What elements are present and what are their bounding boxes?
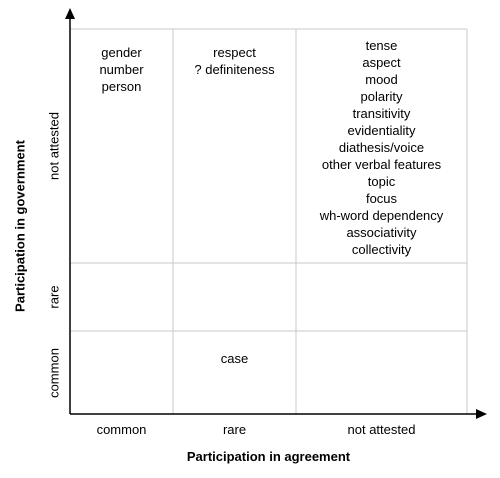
cell-gov-common-agr-rare: case (173, 350, 296, 367)
x-axis-label: Participation in agreement (186, 449, 351, 464)
grid (70, 28, 468, 414)
cell-item: case (220, 351, 249, 366)
cell-item: person (101, 79, 142, 94)
cell-gov-not-attested-agr-common: gender number person (70, 44, 173, 95)
cell-item: associativity (346, 225, 417, 240)
cell-item: ? definiteness (194, 62, 275, 77)
cell-item: aspect (362, 55, 401, 70)
cell-item: mood (365, 72, 398, 87)
y-tick-not-attested: not attested (46, 112, 62, 180)
cell-item: diathesis/voice (338, 140, 425, 155)
cell-gov-not-attested-agr-not-attested: tense aspect mood polarity transitivity … (296, 37, 467, 258)
x-tick-common: common (96, 422, 147, 437)
cell-item: gender (101, 45, 142, 60)
y-tick-common: common (46, 348, 62, 398)
cell-item: evidentiality (347, 123, 416, 138)
cell-item: topic (367, 174, 396, 189)
cell-item: wh-word dependency (319, 208, 444, 223)
cell-item: number (99, 62, 144, 77)
cell-item: polarity (360, 89, 403, 104)
cell-item: tense (365, 38, 398, 53)
x-tick-rare: rare (222, 422, 247, 437)
x-axis-arrow-icon (476, 409, 487, 419)
x-tick-not-attested: not attested (347, 422, 416, 437)
cell-gov-not-attested-agr-rare: respect ? definiteness (173, 44, 296, 78)
cell-item: respect (213, 45, 256, 60)
cell-item: collectivity (351, 242, 412, 257)
y-tick-rare: rare (46, 285, 62, 309)
y-axis-arrow-icon (65, 8, 75, 19)
cell-item: focus (365, 191, 398, 206)
y-axis-label: Participation in government (12, 140, 28, 312)
cell-item: transitivity (352, 106, 411, 121)
cell-item: other verbal features (321, 157, 442, 172)
